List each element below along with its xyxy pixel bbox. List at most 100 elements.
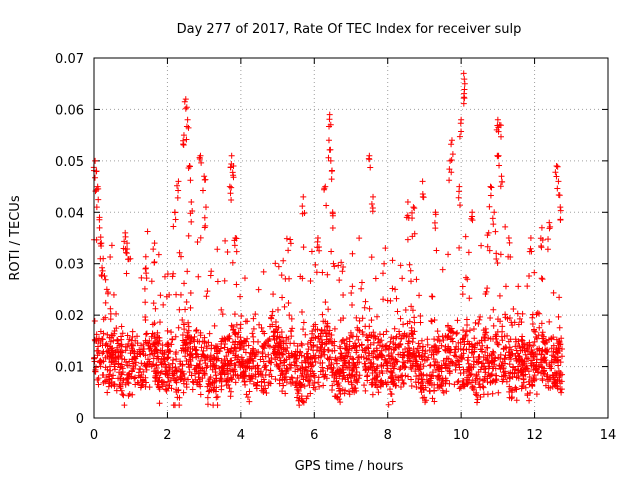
data-point — [107, 316, 114, 323]
data-point — [347, 353, 354, 360]
data-point — [302, 331, 309, 338]
data-point — [483, 344, 490, 351]
data-point — [493, 250, 500, 257]
data-point — [361, 304, 368, 311]
data-point — [521, 360, 528, 367]
data-point — [346, 391, 353, 398]
data-point — [198, 344, 205, 351]
data-point — [111, 361, 118, 368]
data-point — [246, 376, 253, 383]
data-point — [509, 373, 516, 380]
data-point — [280, 382, 287, 389]
data-point — [529, 314, 536, 321]
data-point — [461, 76, 468, 83]
data-point — [178, 375, 185, 382]
data-point — [416, 292, 423, 299]
data-point — [479, 342, 486, 349]
data-point — [493, 372, 500, 379]
data-point — [526, 381, 533, 388]
data-point — [547, 374, 554, 381]
data-point — [168, 341, 175, 348]
data-point — [176, 365, 183, 372]
data-point — [366, 350, 373, 357]
data-point — [356, 235, 363, 242]
data-point — [549, 352, 556, 359]
data-point — [452, 366, 459, 373]
data-point — [513, 338, 520, 345]
data-point — [270, 350, 277, 357]
data-point — [303, 395, 310, 402]
data-point — [515, 321, 522, 328]
data-point — [285, 247, 292, 254]
data-point — [526, 248, 533, 255]
data-point — [119, 379, 126, 386]
data-point — [501, 333, 508, 340]
data-points — [90, 70, 566, 409]
data-point — [159, 342, 166, 349]
data-point — [506, 374, 513, 381]
data-point — [392, 341, 399, 348]
data-point — [118, 323, 125, 330]
data-point — [479, 383, 486, 390]
data-point — [319, 364, 326, 371]
data-point — [410, 345, 417, 352]
data-point — [458, 128, 465, 135]
data-point — [372, 275, 379, 282]
data-point — [272, 260, 279, 267]
data-point — [387, 386, 394, 393]
data-point — [546, 336, 553, 343]
data-point — [182, 96, 189, 103]
data-point — [506, 315, 513, 322]
data-point — [482, 356, 489, 363]
data-point — [185, 323, 192, 330]
data-point — [550, 372, 557, 379]
data-point — [155, 334, 162, 341]
data-point — [223, 353, 230, 360]
data-point — [143, 331, 150, 338]
data-point — [554, 185, 561, 192]
data-point — [494, 152, 501, 159]
data-point — [221, 277, 228, 284]
data-point — [472, 391, 479, 398]
data-point — [430, 348, 437, 355]
data-point — [185, 124, 192, 131]
data-point — [179, 317, 186, 324]
data-point — [527, 235, 534, 241]
data-point — [315, 333, 322, 340]
data-point — [188, 335, 195, 342]
data-point — [508, 346, 515, 353]
data-point — [175, 187, 182, 194]
data-point — [411, 328, 418, 335]
data-point — [521, 366, 528, 373]
data-point — [299, 342, 306, 349]
y-tick-label: 0.06 — [55, 103, 84, 118]
data-point — [161, 273, 168, 280]
x-tick-label: 4 — [237, 428, 245, 443]
data-point — [476, 353, 483, 360]
data-point — [460, 327, 467, 334]
data-point — [151, 320, 158, 327]
data-point — [491, 209, 498, 216]
data-point — [400, 352, 407, 359]
data-point — [396, 328, 403, 335]
data-point — [403, 332, 410, 339]
data-point — [201, 370, 208, 377]
data-point — [306, 376, 313, 383]
data-point — [388, 355, 395, 362]
data-point — [278, 328, 285, 335]
data-point — [119, 356, 126, 363]
data-point — [299, 398, 306, 405]
data-point — [379, 343, 386, 350]
data-point — [203, 345, 210, 352]
data-point — [558, 389, 565, 396]
data-point — [460, 335, 467, 342]
data-point — [555, 178, 562, 185]
data-point — [279, 388, 286, 395]
data-point — [446, 362, 453, 369]
data-point — [553, 371, 560, 378]
data-point — [211, 322, 218, 329]
data-point — [199, 187, 206, 194]
data-point — [365, 345, 372, 352]
data-point — [100, 255, 107, 262]
data-point — [453, 361, 460, 368]
